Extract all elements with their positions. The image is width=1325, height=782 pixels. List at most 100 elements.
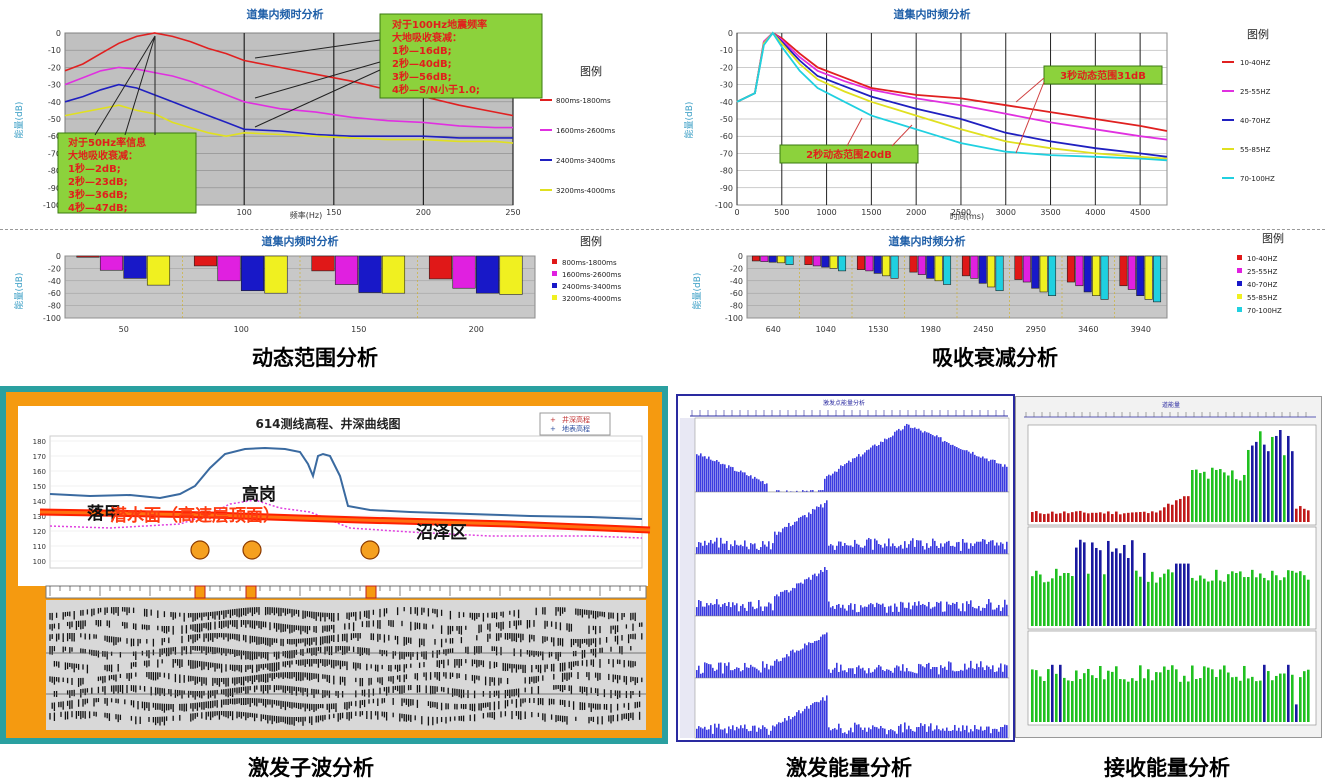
energy-bar: [808, 577, 810, 616]
energy-bar: [960, 731, 962, 738]
energy-bar: [828, 546, 830, 554]
energy-bar: [1135, 681, 1138, 722]
energy-bar: [938, 603, 940, 616]
separator: [0, 229, 1325, 230]
energy-bar: [1123, 545, 1126, 626]
bar: [971, 256, 978, 278]
x-axis-label: 频率(Hz): [290, 210, 322, 220]
energy-bar: [706, 730, 708, 738]
energy-bar: [1071, 512, 1074, 522]
energy-bar: [804, 709, 806, 738]
energy-bar: [1299, 506, 1302, 522]
energy-bar: [796, 650, 798, 678]
energy-bar: [1199, 473, 1202, 522]
energy-bar: [800, 713, 802, 738]
energy-bar: [878, 665, 880, 678]
energy-bar: [760, 673, 762, 678]
x-tick-label: 3500: [1040, 208, 1060, 217]
energy-bar: [810, 705, 812, 738]
energy-bar: [782, 592, 784, 616]
energy-bar: [772, 543, 774, 554]
energy-bar: [776, 724, 778, 738]
energy-bar: [902, 602, 904, 616]
bar: [335, 256, 358, 285]
energy-bar: [818, 574, 820, 616]
energy-bar: [1303, 671, 1306, 722]
energy-bar: [864, 546, 866, 554]
x-tick-label: 250: [505, 208, 520, 217]
energy-bar: [942, 612, 944, 616]
energy-bar: [872, 672, 874, 678]
energy-bar: [1099, 550, 1102, 626]
energy-bar: [696, 670, 698, 678]
energy-bar: [708, 457, 710, 492]
elevation-legend: 井深高程 地表高程 + +: [540, 413, 610, 435]
energy-bar: [870, 603, 872, 616]
energy-bar: [702, 729, 704, 738]
energy-bar: [1199, 575, 1202, 626]
bar: [891, 256, 898, 278]
bar: [813, 256, 820, 266]
energy-bar: [802, 584, 804, 616]
energy-bar: [846, 734, 848, 738]
energy-bar: [1159, 672, 1162, 722]
energy-bar: [824, 701, 826, 738]
energy-bar: [890, 546, 892, 554]
energy-bar: [922, 604, 924, 616]
energy-bar: [848, 605, 850, 616]
energy-bar: [872, 725, 874, 738]
energy-bar: [750, 475, 752, 492]
energy-bar: [844, 543, 846, 554]
energy-bar: [1067, 513, 1070, 522]
bar: [312, 256, 335, 271]
energy-bar: [946, 602, 948, 616]
y-axis-label: 能量(dB): [13, 102, 25, 139]
energy-bar: [994, 460, 996, 492]
energy-bar: [898, 666, 900, 678]
energy-bar: [1195, 679, 1198, 722]
energy-bar: [916, 540, 918, 554]
energy-bar: [742, 472, 744, 492]
energy-bar: [732, 602, 734, 616]
energy-bar: [928, 726, 930, 738]
energy-bar: [754, 543, 756, 554]
energy-bar: [884, 607, 886, 616]
energy-bar: [752, 726, 754, 738]
energy-bar: [1075, 511, 1078, 522]
energy-bar: [854, 674, 856, 678]
energy-bar: [908, 671, 910, 678]
energy-bar: [902, 549, 904, 554]
x-tick-label: 4500: [1130, 208, 1150, 217]
energy-bar: [966, 601, 968, 616]
energy-bar: [708, 664, 710, 678]
energy-bar: [1159, 510, 1162, 522]
energy-bar: [844, 732, 846, 738]
energy-bar: [972, 452, 974, 492]
energy-bar: [770, 731, 772, 738]
energy-bar: [956, 602, 958, 616]
energy-bar: [880, 666, 882, 678]
energy-bar: [808, 512, 810, 554]
category-label: 3460: [1078, 325, 1098, 334]
energy-bar: [736, 603, 738, 616]
legend-label: 70-100HZ: [1240, 175, 1275, 183]
energy-bar: [866, 607, 868, 616]
energy-bar: [1283, 455, 1286, 522]
y-tick-label: -60: [720, 132, 733, 141]
energy-bar: [956, 731, 958, 738]
energy-bar: [766, 729, 768, 738]
energy-bar: [966, 669, 968, 678]
energy-bar: [848, 668, 850, 678]
energy-bar: [788, 592, 790, 616]
elevation-title: 614测线高程、井深曲线图: [255, 416, 400, 431]
energy-bar: [816, 702, 818, 738]
energy-bar: [764, 606, 766, 616]
legend-label: 2400ms-3400ms: [562, 283, 621, 291]
energy-bar: [1223, 582, 1226, 626]
energy-bar: [916, 606, 918, 616]
energy-bar: [810, 490, 812, 492]
energy-bar: [864, 452, 866, 492]
energy-bar: [1000, 464, 1002, 492]
energy-bar: [1231, 470, 1234, 522]
category-label: 640: [766, 325, 781, 334]
